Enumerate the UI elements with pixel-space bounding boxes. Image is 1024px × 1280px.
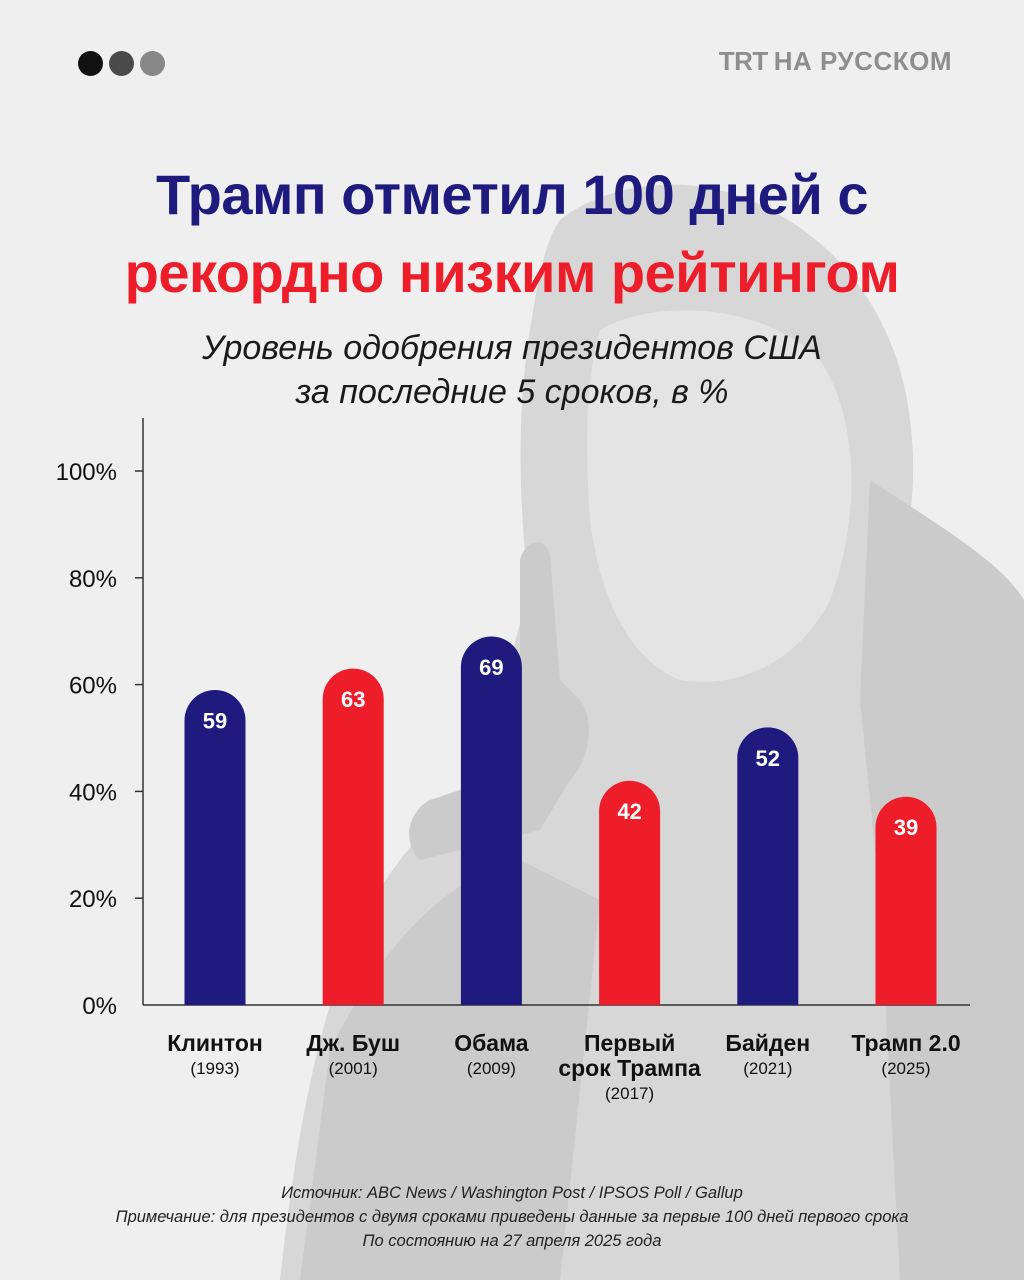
title-line-1: Трамп отметил 100 дней с <box>156 163 868 226</box>
category-label: срок Трампа <box>558 1055 701 1081</box>
dot-2 <box>109 51 134 76</box>
category-year-label: (2001) <box>329 1059 378 1078</box>
brand-trt: TRT <box>718 46 769 76</box>
bar <box>460 636 522 1005</box>
footer-source: Источник: ABC News / Washington Post / I… <box>281 1184 743 1202</box>
bar-value-label: 63 <box>341 687 365 712</box>
category-year-label: (2009) <box>467 1059 516 1078</box>
y-tick-label: 60% <box>69 673 117 700</box>
brand-rest: НА РУССКОМ <box>773 46 952 76</box>
bar <box>322 668 384 1005</box>
dot-1 <box>78 51 103 76</box>
bar <box>184 689 246 1005</box>
category-year-label: (2021) <box>743 1059 792 1078</box>
footer-date: По состоянию на 27 апреля 2025 года <box>362 1232 662 1250</box>
category-year-label: (2025) <box>881 1059 930 1078</box>
bar-value-label: 59 <box>203 708 227 733</box>
bar <box>875 796 937 1005</box>
footer: Источник: ABC News / Washington Post / I… <box>0 1181 1024 1253</box>
footer-note: Примечание: для президентов с двумя срок… <box>115 1208 909 1226</box>
subtitle: Уровень одобрения президентов США за пос… <box>0 326 1024 414</box>
y-tick-label: 20% <box>69 886 117 913</box>
brand-logo: TRT НА РУССКОМ <box>719 46 952 77</box>
y-tick-label: 80% <box>69 566 117 593</box>
bar <box>737 727 799 1005</box>
bar-value-label: 52 <box>756 746 780 771</box>
category-label: Обама <box>454 1030 529 1056</box>
bar-value-label: 39 <box>894 815 918 840</box>
y-tick-label: 0% <box>82 993 117 1020</box>
category-label: Первый <box>584 1030 675 1056</box>
title-line-2: рекордно низким рейтингом <box>124 241 900 304</box>
y-tick-label: 40% <box>69 779 117 806</box>
bar <box>599 780 661 1005</box>
menu-dots <box>78 51 165 76</box>
category-label: Клинтон <box>167 1030 263 1056</box>
y-tick-label: 100% <box>56 459 117 486</box>
subtitle-line-2: за последние 5 сроков, в % <box>295 373 729 411</box>
category-label: Трамп 2.0 <box>851 1030 960 1056</box>
dot-3 <box>140 51 165 76</box>
category-label: Дж. Буш <box>306 1030 400 1056</box>
category-year-label: (2017) <box>605 1084 654 1103</box>
category-year-label: (1993) <box>190 1059 239 1078</box>
bar-value-label: 42 <box>617 799 641 824</box>
category-label: Байден <box>725 1030 810 1056</box>
subtitle-line-1: Уровень одобрения президентов США <box>202 329 822 367</box>
bar-value-label: 69 <box>479 655 503 680</box>
